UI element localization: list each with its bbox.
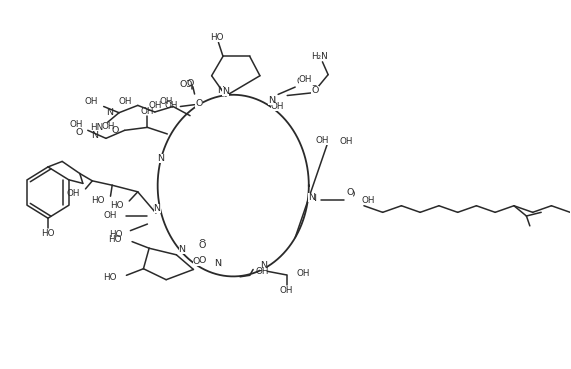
Text: N: N [222,87,230,96]
Text: N: N [154,204,160,213]
Text: O: O [184,80,191,89]
Text: O: O [195,99,203,108]
Text: O: O [346,189,353,197]
Text: N: N [91,131,98,140]
Text: N: N [214,260,221,269]
Text: OH: OH [361,196,375,205]
Text: N: N [268,96,275,105]
Text: N: N [157,154,164,163]
Text: H₂N: H₂N [311,52,328,61]
Text: HN: HN [91,123,104,132]
Text: OH: OH [256,267,270,276]
Text: OH: OH [85,97,98,106]
Text: N: N [308,193,315,202]
Text: O: O [348,190,355,199]
Text: OH: OH [296,77,310,86]
Text: N: N [259,261,266,270]
Text: N: N [260,261,267,270]
Text: HO: HO [110,201,123,210]
Text: O: O [198,239,206,248]
Text: OH: OH [299,75,312,84]
Text: N: N [309,194,316,203]
Text: OH: OH [164,101,178,110]
Text: H₂N: H₂N [311,52,328,61]
Text: O: O [186,79,194,88]
Text: N: N [216,86,224,95]
Text: O: O [179,80,187,89]
Text: HO: HO [41,229,55,238]
Text: OH: OH [159,97,173,106]
Text: N: N [214,259,221,268]
Text: O: O [311,86,319,94]
Text: O: O [198,241,206,250]
Text: HO: HO [110,230,123,239]
Text: N: N [179,246,186,255]
Text: OH: OH [271,102,284,111]
Text: OH: OH [140,107,154,116]
Text: HO: HO [91,196,105,206]
Text: O: O [198,256,206,265]
Text: OH: OH [70,120,83,129]
Text: N: N [156,155,163,164]
Text: O: O [111,126,119,135]
Text: HO: HO [108,235,122,244]
Text: HO: HO [103,273,116,282]
Text: N: N [106,108,113,117]
Text: OH: OH [102,122,115,131]
Text: OH: OH [340,137,353,146]
Text: OH: OH [66,189,80,198]
Text: OH: OH [104,211,117,221]
Text: HO: HO [210,33,224,42]
Text: O: O [76,128,83,137]
Text: N: N [268,96,275,105]
Text: N: N [179,245,186,254]
Text: OH: OH [361,196,375,205]
Text: OH: OH [316,136,329,145]
Text: O: O [192,257,200,266]
Text: OH: OH [280,286,293,295]
Text: OH: OH [148,101,162,110]
Text: HO: HO [211,33,224,42]
Text: O: O [310,85,317,94]
Text: N: N [152,205,159,214]
Text: N: N [268,97,275,106]
Text: OH: OH [119,97,132,106]
Text: OH: OH [297,269,311,277]
